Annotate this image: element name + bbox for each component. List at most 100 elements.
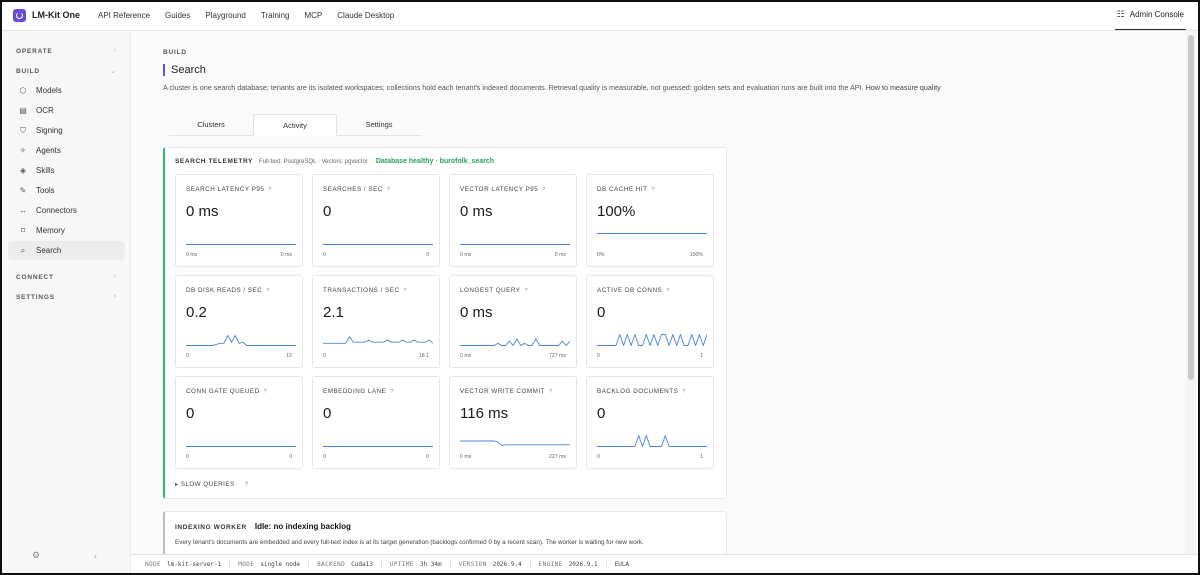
sliders-icon: ☷	[1116, 9, 1125, 19]
metric-title: VECTOR WRITE COMMIT?	[460, 388, 553, 395]
sidebar-item-label: OCR	[36, 106, 54, 115]
bookmark-icon: ⌑	[20, 226, 26, 235]
sparkline	[460, 440, 570, 446]
help-icon[interactable]: ?	[682, 389, 686, 395]
metric-min: 0 ms	[186, 252, 198, 258]
measure-quality-link[interactable]: How to measure quality	[865, 83, 941, 92]
metric-title: ACTIVE DB CONNS?	[597, 287, 670, 294]
worker-status: Idle: no indexing backlog	[254, 522, 351, 531]
sidebar-item-label: Skills	[36, 166, 55, 175]
metric-title: EMBEDDING LANE?	[323, 388, 394, 395]
help-icon[interactable]: ?	[266, 288, 270, 294]
brand-logo-icon	[13, 8, 26, 22]
nav-mcp[interactable]: MCP	[304, 10, 323, 20]
database-status: Database healthy · burofolk_search	[375, 158, 495, 165]
gear-icon[interactable]: ⚙	[32, 550, 41, 560]
telemetry-title: SEARCH TELEMETRY	[175, 158, 253, 165]
sidebar-item-ocr[interactable]: ▤ OCR	[8, 101, 125, 120]
help-icon[interactable]: ?	[268, 187, 272, 193]
eula-link[interactable]: EULA	[614, 560, 630, 568]
document-scan-icon: ▤	[19, 106, 27, 115]
slow-queries-label: SLOW QUERIES	[180, 481, 235, 488]
help-icon[interactable]: ?	[651, 187, 655, 193]
help-icon[interactable]: ?	[390, 389, 394, 395]
metric-card: VECTOR WRITE COMMIT? 116 ms 0 ms 227 ms	[449, 376, 577, 469]
chevron-down-icon[interactable]: ⌄	[110, 68, 116, 75]
status-version: VERSION 2026.9.4	[459, 560, 531, 568]
help-icon[interactable]: ?	[263, 389, 268, 395]
nav-playground[interactable]: Playground	[205, 10, 246, 20]
metric-max: 15	[286, 353, 292, 359]
help-icon[interactable]: ?	[386, 187, 391, 193]
wrench-icon: ✎	[19, 186, 27, 195]
tab-activity[interactable]: Activity	[253, 114, 337, 136]
metric-title: SEARCH LATENCY P95?	[186, 186, 272, 193]
metric-max: 227 ms	[548, 454, 566, 460]
help-icon[interactable]: ?	[548, 389, 553, 395]
telemetry-subtitle: Full-text: PostgreSQL · Vectors: pgvecto…	[258, 159, 368, 165]
sidebar-item-label: Search	[36, 246, 62, 255]
metric-min: 0 ms	[460, 454, 472, 460]
section-connect[interactable]: CONNECT	[16, 274, 54, 281]
sparkline	[460, 244, 570, 245]
sidebar: OPERATE › BUILD ⌄ ⬡ Models ▤ OCR ⛉ Signing …	[2, 31, 131, 573]
sparkline-path	[460, 440, 570, 446]
sidebar-item-connectors[interactable]: ↔ Connectors	[8, 201, 125, 220]
sparkline	[323, 335, 433, 344]
nav-claude-desktop[interactable]: Claude Desktop	[337, 10, 395, 20]
sidebar-item-label: Memory	[36, 226, 65, 235]
brand[interactable]: LM-Kit One	[13, 8, 98, 22]
scrollbar[interactable]	[1186, 31, 1196, 554]
metric-card: SEARCH LATENCY P95? 0 ms 0 ms 0 ms	[175, 174, 303, 267]
section-operate[interactable]: OPERATE	[16, 48, 53, 55]
sidebar-item-skills[interactable]: ◈ Skills	[8, 161, 125, 180]
tab-settings[interactable]: Settings	[337, 114, 421, 136]
metric-value: 0 ms	[460, 304, 493, 321]
sidebar-item-memory[interactable]: ⌑ Memory	[8, 221, 125, 240]
sparkline-path	[597, 334, 707, 346]
scrollbar-thumb[interactable]	[1188, 35, 1194, 380]
sidebar-item-tools[interactable]: ✎ Tools	[8, 181, 125, 200]
nav-guides[interactable]: Guides	[165, 10, 191, 20]
section-settings[interactable]: SETTINGS	[16, 294, 55, 301]
metric-min: 0	[323, 353, 326, 359]
chevron-right-icon[interactable]: ›	[113, 273, 116, 280]
status-mode: MODE single node	[238, 560, 310, 568]
worker-title: INDEXING WORKER	[175, 524, 247, 531]
chevron-right-icon[interactable]: ›	[113, 293, 116, 300]
sidebar-item-models[interactable]: ⬡ Models	[8, 81, 125, 100]
collapse-sidebar-icon[interactable]: ‹	[94, 551, 97, 561]
admin-console-button[interactable]: ☷ Admin Console	[1114, 0, 1186, 30]
metric-title: LONGEST QUERY?	[460, 287, 529, 294]
help-icon[interactable]: ?	[542, 187, 546, 193]
nav-training[interactable]: Training	[260, 10, 290, 20]
sidebar-item-label: Signing	[36, 126, 63, 135]
help-icon[interactable]: ?	[244, 481, 249, 488]
metric-value: 2.1	[323, 304, 344, 321]
section-build[interactable]: BUILD	[16, 68, 40, 75]
sidebar-item-search[interactable]: ⌕ Search	[8, 241, 125, 260]
chevron-right-icon[interactable]: ›	[113, 47, 116, 54]
caret-right-icon: ▸	[175, 481, 181, 488]
sparkline	[323, 244, 433, 245]
nav-api-reference[interactable]: API Reference	[98, 10, 151, 20]
metric-min: 0%	[597, 252, 605, 258]
sparkline	[323, 446, 433, 447]
metric-title: CONN GATE QUEUED?	[186, 388, 268, 395]
page-title: Search	[163, 64, 206, 76]
metric-min: 0	[323, 454, 326, 460]
tab-clusters[interactable]: Clusters	[169, 114, 253, 136]
slow-queries-toggle[interactable]: ▸ SLOW QUERIES?	[175, 481, 249, 488]
help-icon[interactable]: ?	[524, 288, 529, 294]
help-icon[interactable]: ?	[666, 288, 670, 294]
metric-value: 0	[186, 405, 195, 422]
sidebar-item-label: Tools	[36, 186, 55, 195]
breadcrumb: BUILD	[163, 49, 187, 56]
metric-max: 0	[289, 454, 292, 460]
sidebar-item-signing[interactable]: ⛉ Signing	[8, 121, 125, 140]
help-icon[interactable]: ?	[403, 288, 408, 294]
status-uptime: UPTIME 3h 34m	[390, 560, 451, 568]
metric-max: 0 ms	[280, 252, 292, 258]
sidebar-item-agents[interactable]: ✧ Agents	[8, 141, 125, 160]
sidebar-item-label: Models	[36, 86, 62, 95]
